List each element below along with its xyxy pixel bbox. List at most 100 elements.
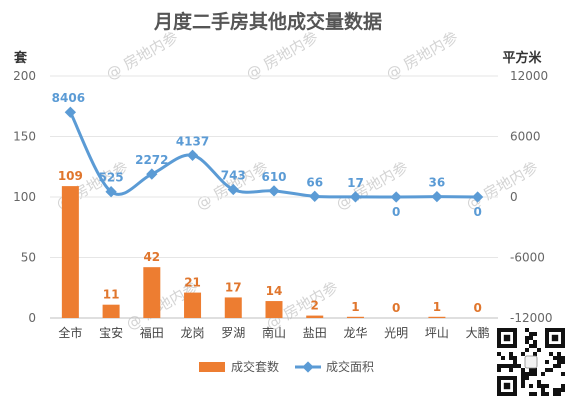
right-tick-label: -6000: [510, 251, 545, 265]
category-label: 大鹏: [466, 326, 490, 340]
category-label: 龙岗: [181, 326, 205, 340]
qr-module: [545, 368, 549, 372]
qr-module: [533, 372, 537, 376]
qr-module: [549, 368, 553, 372]
qr-module: [553, 364, 557, 368]
left-tick-label: 100: [13, 190, 36, 204]
qr-module: [561, 360, 565, 364]
qr-module: [509, 352, 513, 356]
right-tick-label: -12000: [510, 311, 553, 325]
qr-module: [509, 356, 513, 360]
qr-module: [497, 368, 501, 372]
qr-module: [497, 352, 501, 356]
qr-module: [501, 364, 505, 368]
qr-module: [545, 384, 549, 388]
bar-data-label: 17: [225, 280, 242, 294]
qr-module: [533, 344, 537, 348]
qr-module: [529, 392, 533, 396]
category-label: 龙华: [343, 326, 367, 340]
qr-module: [529, 336, 533, 340]
bar: [61, 186, 79, 318]
qr-module: [541, 384, 545, 388]
qr-module: [553, 356, 557, 360]
qr-module: [557, 356, 561, 360]
qr-module: [513, 364, 517, 368]
line-point: [309, 190, 321, 202]
line-data-label: 66: [306, 175, 323, 189]
line-point: [146, 168, 158, 180]
qr-module: [525, 336, 529, 340]
line-data-label: 4137: [176, 134, 209, 148]
bar: [143, 267, 161, 318]
qr-module: [521, 384, 525, 388]
qr-module: [529, 368, 533, 372]
qr-module: [561, 388, 565, 392]
left-tick-label: 0: [28, 311, 36, 325]
legend: 成交套数 成交面积: [199, 359, 374, 374]
qr-module: [561, 356, 565, 360]
qr-module: [533, 368, 537, 372]
qr-module: [509, 364, 513, 368]
line-point: [268, 185, 280, 197]
qr-module: [541, 392, 545, 396]
qr-module: [557, 392, 561, 396]
qr-module: [521, 352, 525, 356]
bar: [102, 304, 120, 318]
qr-module: [553, 388, 557, 392]
line-point: [227, 183, 239, 196]
qr-module: [545, 392, 549, 396]
right-tick-label: 12000: [510, 69, 548, 83]
qr-finder-core: [503, 334, 511, 342]
qr-module: [529, 332, 533, 336]
line-data-label: 610: [261, 170, 286, 184]
line-data-label: 743: [221, 169, 246, 183]
category-label: 罗湖: [221, 325, 245, 340]
line-point: [349, 191, 362, 203]
left-tick-label: 200: [13, 69, 36, 83]
qr-finder-core: [503, 382, 511, 390]
line-data-label: 2272: [135, 153, 168, 167]
legend-swatch-marker: [302, 361, 314, 373]
chart-title: 月度二手房其他成交量数据: [153, 10, 382, 33]
qr-module: [541, 388, 545, 392]
watermark: @ 房地内参: [243, 28, 321, 83]
qr-module: [509, 368, 513, 372]
right-axis-unit: 平方米: [502, 50, 542, 66]
qr-module: [521, 372, 525, 376]
qr-module: [557, 388, 561, 392]
qr-module: [529, 344, 533, 348]
qr-module: [521, 368, 525, 372]
line-point: [390, 191, 402, 203]
qr-module: [537, 384, 541, 388]
qr-module: [537, 380, 541, 384]
qr-module: [553, 392, 557, 396]
bar: [428, 316, 446, 318]
category-label: 坪山: [425, 326, 449, 340]
qr-module: [505, 364, 509, 368]
qr-module: [533, 352, 537, 356]
qr-module: [501, 356, 505, 360]
line-point: [431, 190, 443, 203]
qr-module: [513, 360, 517, 364]
bar-data-label: 2: [311, 299, 319, 313]
category-label: 宝安: [99, 325, 123, 340]
legend-swatch-bar: [199, 362, 225, 372]
qr-module: [525, 328, 529, 332]
line-point: [186, 149, 199, 161]
qr-center-logo: [524, 355, 538, 369]
legend-label-bar: 成交套数: [231, 359, 279, 374]
left-axis-unit: 套: [13, 50, 28, 66]
qr-module: [557, 360, 561, 364]
qr-module: [525, 348, 529, 352]
qr-module: [533, 392, 537, 396]
line-point: [471, 191, 484, 203]
qr-module: [533, 332, 537, 336]
bar-data-label: 0: [473, 301, 481, 315]
qr-finder-core: [551, 334, 559, 342]
line-data-label: 36: [429, 176, 446, 190]
left-tick-label: 150: [13, 130, 36, 144]
category-label: 盐田: [303, 326, 327, 340]
line-data-label: 0: [392, 205, 400, 219]
line-data-label: 0: [473, 205, 481, 219]
